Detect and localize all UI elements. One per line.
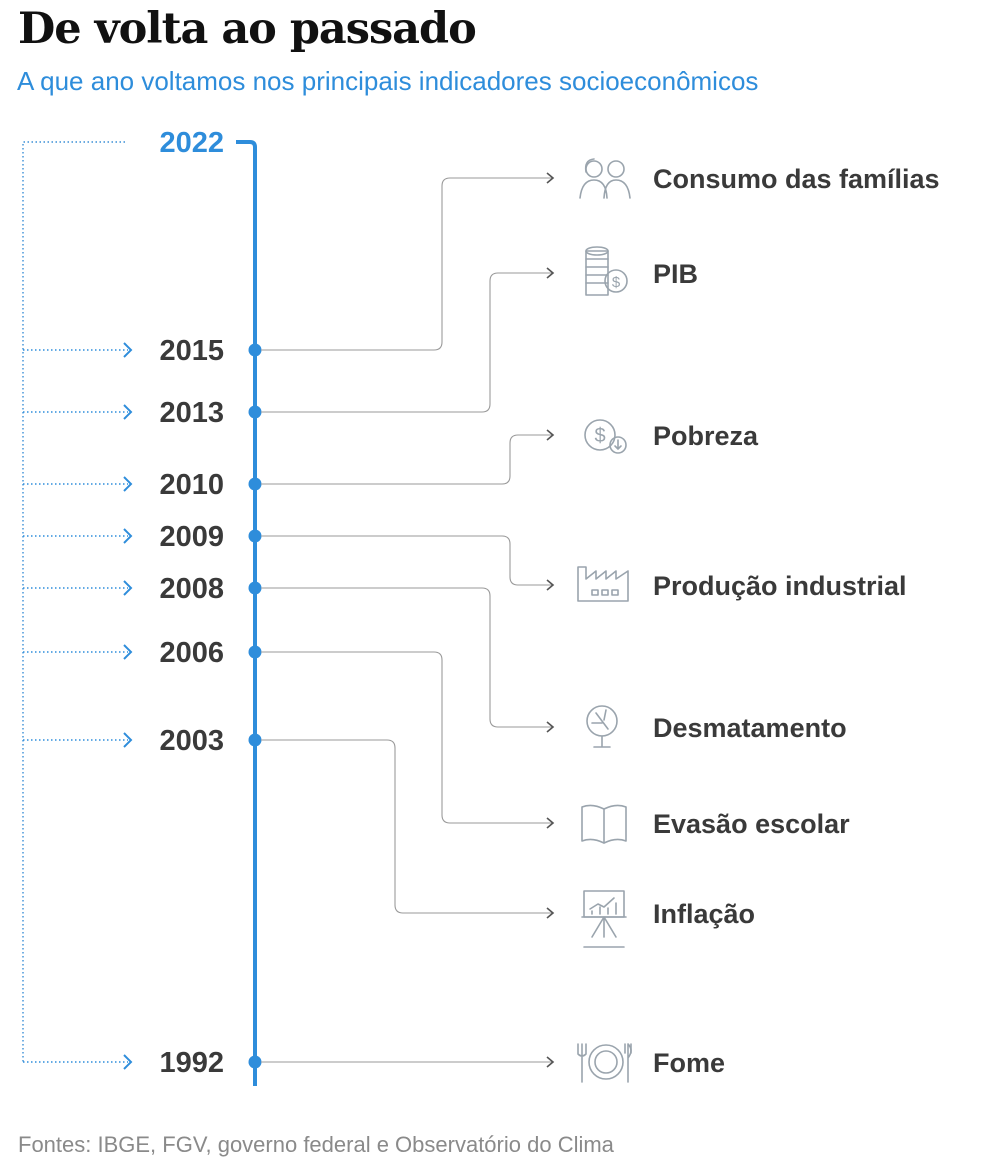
connector-line (261, 272, 553, 413)
year-dot (248, 405, 262, 419)
year-dot (248, 477, 262, 491)
year-dot (248, 529, 262, 543)
connector-line (261, 177, 553, 351)
timeline-row-2006: 2006 Evasão escolar (23, 637, 850, 844)
timeline-row-2010: 2010 $ Pobreza (23, 419, 759, 501)
page-subtitle: A que ano voltamos nos principais indica… (17, 66, 759, 96)
plate-icon (577, 1043, 632, 1083)
indicator-label: PIB (653, 259, 698, 289)
connector-line (261, 535, 553, 586)
year-label: 2003 (159, 725, 224, 757)
year-label: 2010 (159, 469, 224, 501)
tree-cut-icon (586, 705, 618, 748)
indicator-label: Inflação (653, 899, 755, 929)
svg-text:$: $ (612, 274, 621, 291)
connector-arrow-icon (546, 1056, 555, 1068)
year-label: 2008 (159, 573, 224, 605)
connector-line (261, 651, 553, 824)
year-label: 2006 (159, 637, 224, 669)
chart-board-icon (581, 890, 627, 948)
indicator-label: Fome (653, 1048, 725, 1078)
coins-icon: $ (585, 246, 628, 296)
connector-arrow-icon (546, 721, 555, 733)
year-dot (248, 343, 262, 357)
connector-line (261, 739, 553, 914)
timeline-axis (236, 140, 257, 1086)
connector-line (261, 434, 553, 485)
year-arrow-icon (123, 528, 133, 544)
year-arrow-icon (123, 1054, 133, 1070)
connector-arrow-icon (546, 817, 555, 829)
year-dot (248, 1055, 262, 1069)
people-icon (579, 158, 631, 199)
year-label: 2015 (159, 335, 224, 367)
indicator-label: Pobreza (653, 421, 759, 451)
timeline-row-2013: 2013 $ PIB (23, 246, 698, 429)
connector-arrow-icon (546, 579, 555, 591)
indicator-label: Desmatamento (653, 713, 847, 743)
timeline-row-2015: 2015 Consumo das famílias (23, 158, 940, 367)
connector-arrow-icon (546, 172, 555, 184)
connector-arrow-icon (546, 907, 555, 919)
svg-text:$: $ (594, 425, 605, 447)
factory-icon (577, 566, 629, 602)
year-arrow-icon (123, 404, 133, 420)
indicator-label: Evasão escolar (653, 809, 850, 839)
year-dot (248, 581, 262, 595)
indicator-label: Consumo das famílias (653, 164, 940, 194)
year-dot (248, 733, 262, 747)
year-arrow-icon (123, 580, 133, 596)
timeline-row-1992: 1992 Fome (23, 1043, 725, 1083)
left-bracket (22, 141, 125, 1062)
book-icon (581, 804, 627, 844)
year-label: 2013 (159, 397, 224, 429)
year-dot (248, 645, 262, 659)
coin-down-icon: $ (584, 419, 627, 454)
connector-line (261, 587, 553, 728)
timeline-row-2008: 2008 Desmatamento (23, 573, 847, 748)
year-arrow-icon (123, 644, 133, 660)
timeline-row-2009: 2009 Produção industrial (23, 521, 907, 602)
connector-arrow-icon (546, 267, 555, 279)
page-title: De volta ao passado (18, 4, 477, 54)
year-arrow-icon (123, 476, 133, 492)
indicator-label: Produção industrial (653, 571, 907, 601)
year-label: 1992 (159, 1047, 224, 1079)
current-year-label: 2022 (159, 127, 224, 159)
year-arrow-icon (123, 732, 133, 748)
connector-arrow-icon (546, 429, 555, 441)
year-label: 2009 (159, 521, 224, 553)
year-arrow-icon (123, 342, 133, 358)
source-note: Fontes: IBGE, FGV, governo federal e Obs… (18, 1132, 614, 1157)
timeline-row-2003: 2003 Inflação (23, 725, 755, 948)
